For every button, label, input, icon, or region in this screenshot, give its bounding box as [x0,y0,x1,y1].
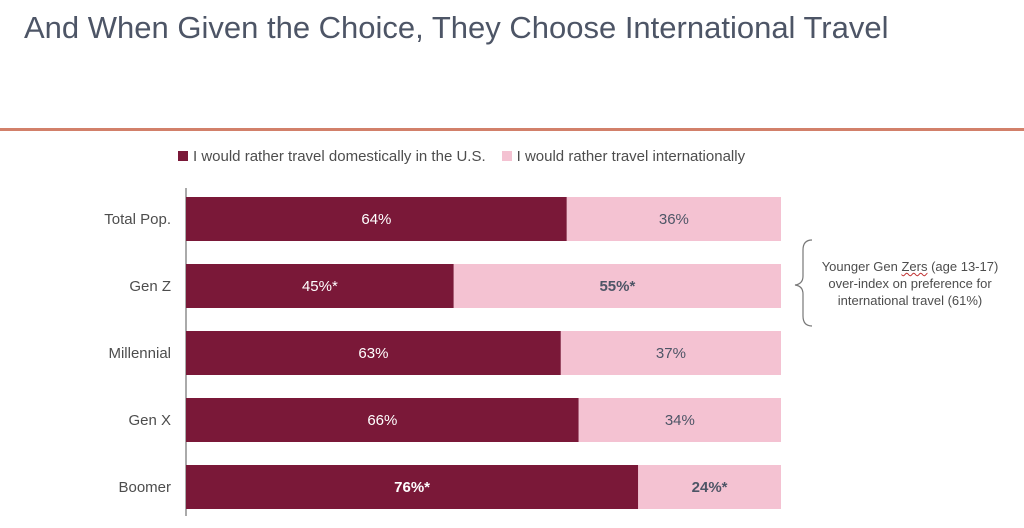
legend-swatch-international [501,151,512,161]
chart-legend: I would rather travel domestically in th… [178,146,745,166]
data-label-gen-z-domestic: 45%* [302,278,338,295]
bar-gen-x-international [578,398,781,442]
data-label-total-pop-international: 36% [659,211,689,228]
data-label-boomer-international: 24%* [692,479,728,496]
data-label-boomer-domestic: 76%* [394,479,430,496]
bar-gen-z-international [453,264,781,308]
page-title: And When Given the Choice, They Choose I… [24,10,889,45]
annotation-line-3: international travel (61%) [837,293,983,308]
bar-boomer-domestic [186,465,639,509]
data-label-total-pop-domestic: 64% [361,211,391,228]
data-label-millennial-international: 37% [656,345,686,362]
category-label-total-pop: Total Pop. [104,211,171,228]
legend-entry-international: I would rather travel internationally [501,147,746,165]
legend-label-international: I would rather travel internationally [516,147,746,165]
title-divider [0,128,1024,131]
annotation-flagged-word: Zers [901,259,928,274]
category-label-gen-x: Gen X [128,412,171,429]
annotation-note: Younger Gen Zers (age 13-17) over-index … [810,258,1010,309]
legend-label-domestic: I would rather travel domestically in th… [193,147,486,165]
bar-boomer-international [638,465,781,509]
legend-entry-domestic: I would rather travel domestically in th… [178,148,486,165]
annotation-line-2: over-index on preference for [828,276,992,291]
data-label-gen-z-international: 55%* [599,278,635,295]
annotation-line-1: Younger Gen Zers (age 13-17) [821,259,999,274]
bar-gen-z-domestic [186,264,454,308]
data-label-gen-x-international: 34% [665,412,695,429]
data-label-gen-x-domestic: 66% [367,412,397,429]
category-label-millennial: Millennial [108,345,171,362]
bar-total-pop-international [566,197,781,241]
category-label-boomer: Boomer [118,479,171,496]
bar-gen-x-domestic [186,398,579,442]
category-label-gen-z: Gen Z [129,278,171,295]
bar-total-pop-domestic [186,197,567,241]
bar-millennial-domestic [186,331,561,375]
legend-swatch-domestic [178,151,188,161]
bar-millennial-international [560,331,781,375]
data-label-millennial-domestic: 63% [358,345,388,362]
